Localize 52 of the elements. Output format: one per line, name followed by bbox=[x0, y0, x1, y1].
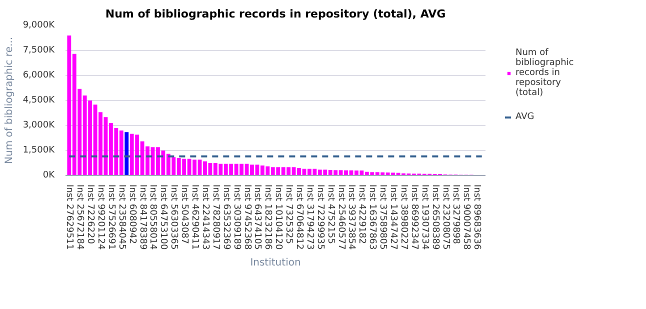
chart-title: Num of bibliographic records in repository (total), AVG bbox=[105, 8, 446, 20]
x-tick-label: Inst 89683636 bbox=[472, 184, 482, 250]
y-tick-label: 1,500K bbox=[22, 146, 56, 156]
y-tick-label: 6,000K bbox=[22, 70, 56, 80]
x-tick-label: Inst 67064812 bbox=[294, 184, 304, 250]
x-tick-label: Inst 6080942 bbox=[126, 184, 137, 244]
x-tick-label: Inst 56303365 bbox=[168, 184, 179, 250]
x-tick-label: Inst 26508389 bbox=[430, 184, 440, 250]
x-tick-label: Inst 7325325 bbox=[284, 184, 294, 244]
x-tick-label: Inst 18232186 bbox=[262, 184, 273, 250]
x-tick-label: Inst 5043087 bbox=[179, 184, 190, 244]
x-tick-label: Inst 97452368 bbox=[242, 184, 252, 250]
x-tick-label: Inst 80558014 bbox=[148, 184, 158, 250]
y-tick-label: 7,500K bbox=[22, 46, 56, 56]
y-tick-label: 9,000K bbox=[22, 20, 56, 30]
x-tick-label: Inst 23584045 bbox=[116, 184, 126, 250]
x-tick-label: Inst 64374105 bbox=[252, 184, 262, 250]
x-tick-label: Inst 3279898 bbox=[450, 184, 461, 244]
x-tick-label: Inst 63532369 bbox=[220, 184, 231, 250]
x-tick-label: Inst 7226220 bbox=[85, 184, 96, 244]
x-tick-label: Inst 22414343 bbox=[200, 184, 210, 250]
y-axis-title: Num of bibliographic re... bbox=[4, 36, 15, 164]
legend-label: AVG bbox=[516, 110, 536, 124]
x-tick-label: Inst 25672184 bbox=[74, 184, 85, 250]
x-tick-label: Inst 57526691 bbox=[106, 184, 116, 250]
y-tick-label: 3,000K bbox=[22, 120, 56, 130]
x-tick-label: Inst 99201124 bbox=[96, 184, 106, 250]
x-tick-label: Inst 16367863 bbox=[367, 184, 378, 250]
x-tick-label: Inst 31794273 bbox=[304, 184, 314, 250]
x-tick-label: Inst 25460577 bbox=[336, 184, 346, 250]
x-tick-label: Inst 90007458 bbox=[461, 184, 472, 250]
x-tick-label: Inst 39373854 bbox=[346, 184, 356, 250]
x-tick-label: Inst 64753100 bbox=[158, 184, 168, 250]
x-axis-title: Institution bbox=[250, 258, 301, 269]
y-tick-label: 0K bbox=[42, 170, 56, 180]
x-tick-label: Inst 37589805 bbox=[378, 184, 388, 250]
x-tick-label: Inst 86992347 bbox=[408, 184, 419, 250]
x-tick-label: Inst 19307334 bbox=[419, 184, 430, 250]
x-tick-label: Inst 72299935 bbox=[314, 184, 325, 250]
x-tick-label: Inst 46290411 bbox=[190, 184, 200, 250]
x-tick-label: Inst 27629511 bbox=[64, 184, 74, 250]
x-tick-label: Inst 38980227 bbox=[398, 184, 408, 250]
x-tick-label: Inst 10104120 bbox=[273, 184, 284, 250]
x-tick-label: Inst 14347427 bbox=[388, 184, 398, 250]
x-tick-label: Inst 30309189 bbox=[231, 184, 242, 250]
x-tick-label: Inst 84178389 bbox=[137, 184, 148, 250]
x-tick-label: Inst 4229182 bbox=[356, 184, 367, 244]
y-tick-label: 4,500K bbox=[22, 96, 56, 106]
x-tick-label: Inst 23208075 bbox=[440, 184, 450, 250]
x-tick-label: Inst 4752155 bbox=[325, 184, 336, 244]
legend-label: Num of bibliographic records in repository (total) bbox=[516, 48, 575, 98]
x-tick-label: Inst 78280917 bbox=[210, 184, 220, 250]
